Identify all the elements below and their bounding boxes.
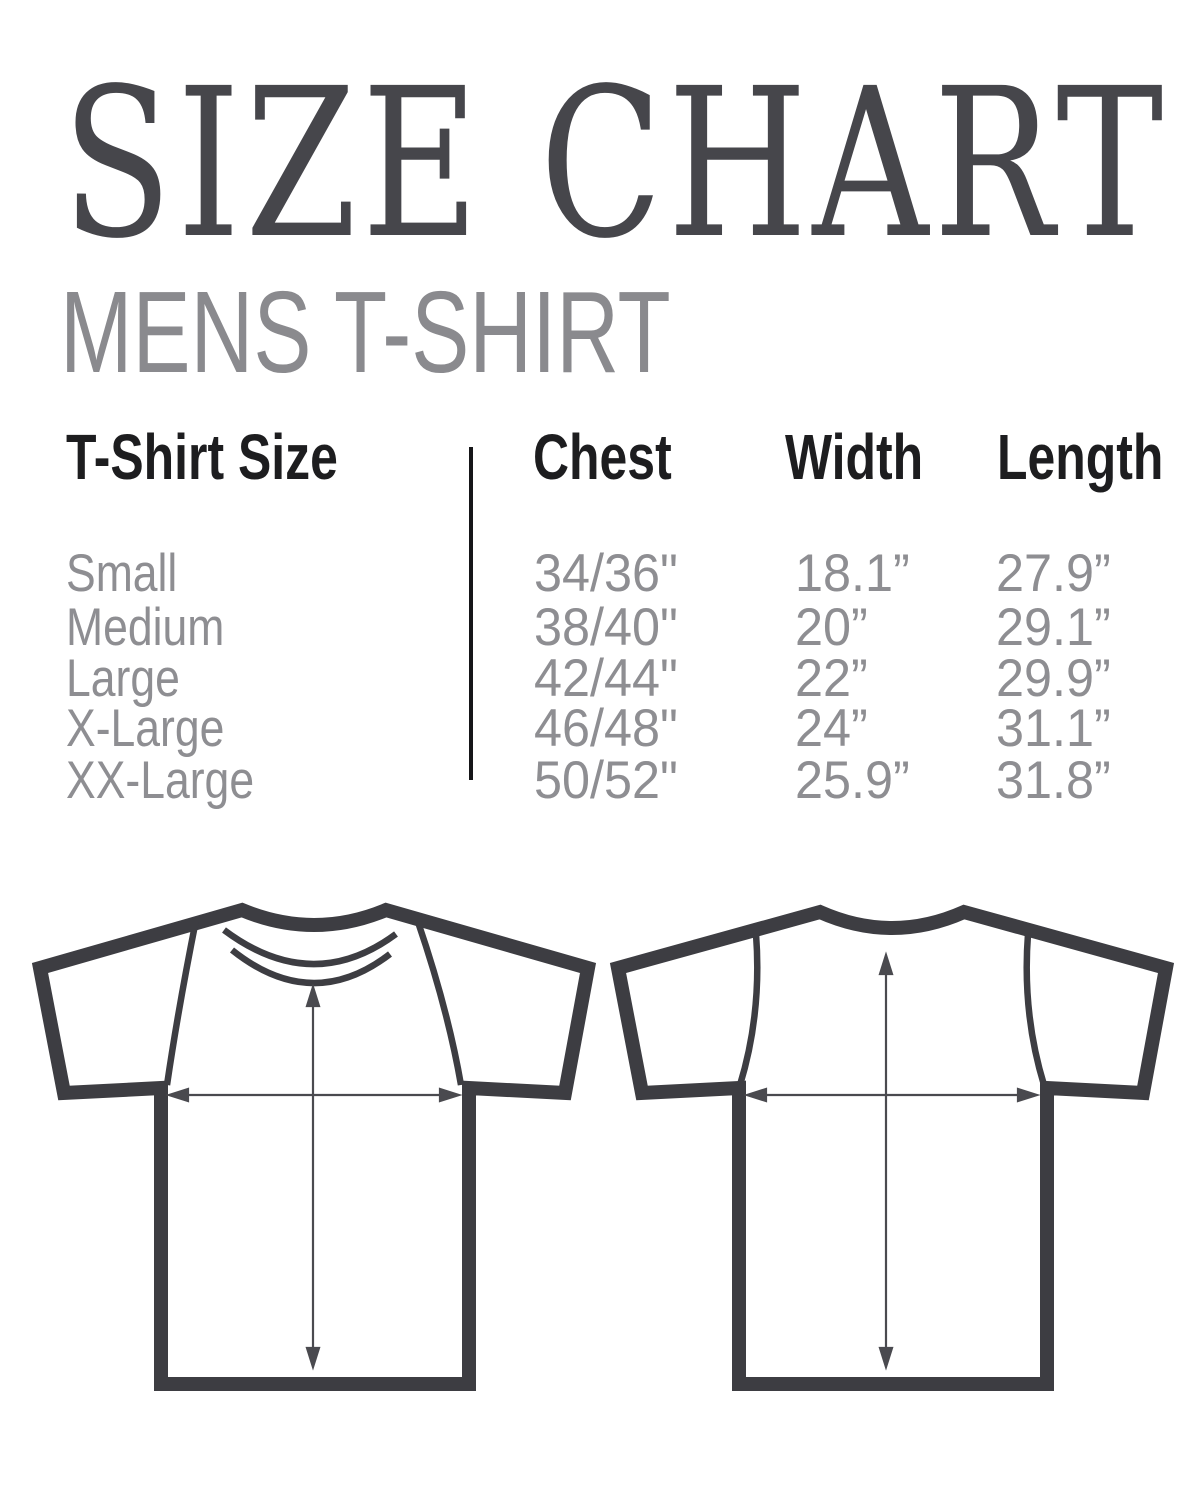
- table-divider-line: [469, 447, 473, 780]
- page-title: SIZE CHART: [62, 44, 1169, 284]
- length-cell: 31.8”: [996, 751, 1111, 810]
- size-cell: XX-Large: [66, 751, 255, 810]
- page-subtitle: MENS T-SHIRT: [60, 267, 671, 397]
- length-cell: 27.9”: [996, 544, 1111, 603]
- collar-outer-arc: [222, 927, 398, 968]
- table-row: Medium 38/40" 20” 29.1”: [0, 601, 1200, 657]
- table-row: XX-Large 50/52" 25.9” 31.8”: [0, 754, 1200, 810]
- width-cell: 24”: [795, 699, 868, 758]
- table-row: Small 34/36" 18.1” 27.9”: [0, 547, 1200, 603]
- length-cell: 29.9”: [996, 649, 1111, 708]
- back-right-armhole-seam: [1023, 933, 1048, 1086]
- length-arrow-icon: [305, 983, 321, 1371]
- column-header-chest: Chest: [533, 421, 672, 493]
- collar-inner-arc: [229, 947, 392, 987]
- chest-cell: 34/36": [534, 544, 678, 603]
- size-cell: Large: [66, 649, 180, 708]
- chest-cell: 38/40": [534, 598, 678, 657]
- length-arrow-icon: [878, 951, 894, 1371]
- front-right-shoulder-seam: [414, 920, 465, 1086]
- length-cell: 29.1”: [996, 598, 1111, 657]
- width-cell: 25.9”: [795, 751, 910, 810]
- chest-cell: 46/48": [534, 699, 678, 758]
- length-cell: 31.1”: [996, 699, 1111, 758]
- front-left-shoulder-seam: [163, 919, 200, 1086]
- tshirt-front-diagram: [31, 902, 597, 1391]
- tshirt-back-outline: [609, 904, 1175, 1391]
- column-header-length: Length: [997, 421, 1164, 493]
- size-cell: Small: [66, 544, 178, 603]
- width-cell: 18.1”: [795, 544, 910, 603]
- chest-cell: 42/44": [534, 649, 678, 708]
- column-header-width: Width: [785, 421, 924, 493]
- size-cell: X-Large: [66, 699, 225, 758]
- chest-cell: 50/52": [534, 751, 678, 810]
- width-cell: 22”: [795, 649, 868, 708]
- size-cell: Medium: [66, 598, 225, 657]
- back-left-armhole-seam: [736, 933, 761, 1086]
- table-row: Large 42/44" 22” 29.9”: [0, 652, 1200, 708]
- tshirt-back-diagram: [609, 904, 1175, 1391]
- width-arrow-icon: [165, 1087, 463, 1103]
- width-arrow-icon: [743, 1087, 1041, 1103]
- table-row: X-Large 46/48" 24” 31.1”: [0, 702, 1200, 758]
- column-header-size: T-Shirt Size: [66, 421, 338, 493]
- width-cell: 20”: [795, 598, 868, 657]
